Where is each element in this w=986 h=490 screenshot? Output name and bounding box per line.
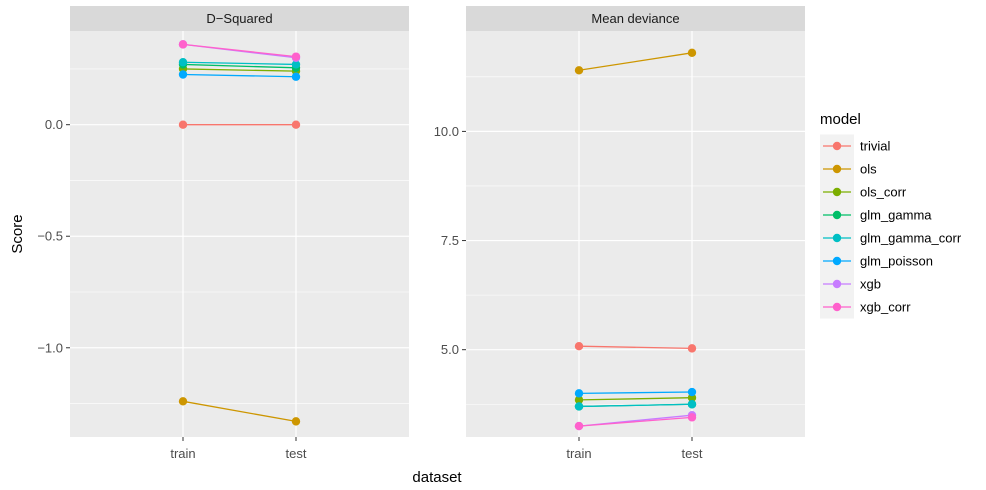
legend-label: ols_corr — [860, 185, 907, 200]
data-point-ols — [687, 48, 697, 58]
x-tick-label: test — [286, 446, 307, 461]
legend-key-point — [832, 210, 842, 220]
data-point-ols-corr — [574, 395, 584, 405]
y-tick-label: −1.0 — [37, 340, 63, 355]
series-line-ols-corr — [578, 397, 693, 401]
legend-key-point — [832, 233, 842, 243]
data-point-xgb-corr — [574, 421, 584, 431]
grid-lines — [466, 31, 805, 437]
legend-key-point — [832, 279, 842, 289]
series-line-trivial — [578, 345, 693, 350]
series-line-glm-gamma-corr — [182, 61, 297, 66]
legend-label: xgb — [860, 277, 881, 292]
y-axis-title: Score — [9, 214, 26, 253]
y-tick-label: 10.0 — [434, 124, 459, 139]
series-line-xgb-corr — [578, 416, 693, 427]
data-point-glm-poisson — [178, 70, 188, 79]
data-point-ols — [574, 66, 584, 75]
data-point-glm-gamma-corr — [687, 400, 697, 409]
strip-d-squared — [70, 6, 409, 31]
data-point-trivial — [291, 120, 301, 129]
legend-label: xgb_corr — [860, 300, 911, 315]
data-point-glm-gamma-corr — [178, 58, 188, 67]
data-point-glm-poisson — [291, 72, 301, 81]
strip-title-d-squared: D−Squared — [206, 11, 272, 26]
legend-keys: trivial ols ols_corr glm_gamma glm_gamma_cor… — [820, 134, 962, 319]
data-point-glm-gamma-corr — [574, 402, 584, 411]
x-axis-title: dataset — [412, 469, 462, 486]
data-point-glm-poisson — [574, 389, 584, 398]
series-line-glm-gamma-corr — [578, 403, 693, 408]
data-point-trivial — [687, 344, 697, 353]
strip-title-mean-deviance: Mean deviance — [591, 11, 679, 26]
legend-label: trivial — [860, 139, 890, 154]
y-axis: 10.0 7.5 5.0 — [434, 124, 466, 357]
legend: model trivial ols ols_corr glm_gamma glm_gam… — [820, 111, 962, 319]
series-line-ols — [182, 400, 297, 423]
legend-label: glm_gamma — [860, 208, 932, 223]
panel-background — [70, 31, 409, 437]
series-line-ols — [578, 52, 693, 71]
x-tick-label: train — [566, 446, 591, 461]
x-tick-label: test — [682, 446, 703, 461]
y-tick-label: 7.5 — [441, 233, 459, 248]
data-point-ols — [178, 397, 188, 406]
data-point-xgb-corr — [291, 52, 301, 61]
series-layer — [178, 40, 301, 426]
panel-mean-deviance: Mean deviance 10.0 7.5 5.0 train test — [434, 6, 805, 461]
legend-title: model — [820, 111, 861, 128]
legend-label: glm_gamma_corr — [860, 231, 962, 246]
data-point-xgb-corr — [687, 413, 697, 422]
grid-lines — [70, 31, 409, 437]
series-layer — [574, 48, 697, 431]
data-point-glm-gamma-corr — [291, 60, 301, 69]
x-axis: train test — [566, 437, 703, 461]
y-axis: 0.0 −0.5 −1.0 — [37, 117, 70, 355]
data-point-xgb-corr — [178, 40, 188, 49]
legend-key-point — [832, 164, 842, 174]
series-line-glm-poisson — [182, 73, 297, 78]
panel-background — [466, 31, 805, 437]
data-point-trivial — [178, 120, 188, 129]
panel-d-squared: D−Squared 0.0 −0.5 −1.0 train test — [37, 6, 409, 461]
data-point-trivial — [574, 341, 584, 351]
legend-label: ols — [860, 162, 877, 177]
x-axis: train test — [170, 437, 307, 461]
series-line-glm-poisson — [578, 391, 693, 394]
y-tick-label: 5.0 — [441, 342, 459, 357]
series-line-xgb-corr — [182, 43, 297, 58]
y-tick-label: 0.0 — [45, 117, 63, 132]
data-point-ols — [291, 417, 301, 426]
series-line-ols-corr — [182, 68, 297, 72]
y-tick-label: −0.5 — [37, 229, 63, 244]
series-line-glm-gamma — [182, 63, 297, 69]
legend-key-point — [832, 256, 842, 266]
legend-key-point — [832, 302, 842, 312]
x-tick-label: train — [170, 446, 195, 461]
data-point-glm-poisson — [687, 387, 697, 397]
strip-mean-deviance — [466, 6, 805, 31]
legend-key-point — [832, 141, 842, 151]
legend-label: glm_poisson — [860, 254, 933, 269]
legend-key-point — [832, 187, 842, 197]
